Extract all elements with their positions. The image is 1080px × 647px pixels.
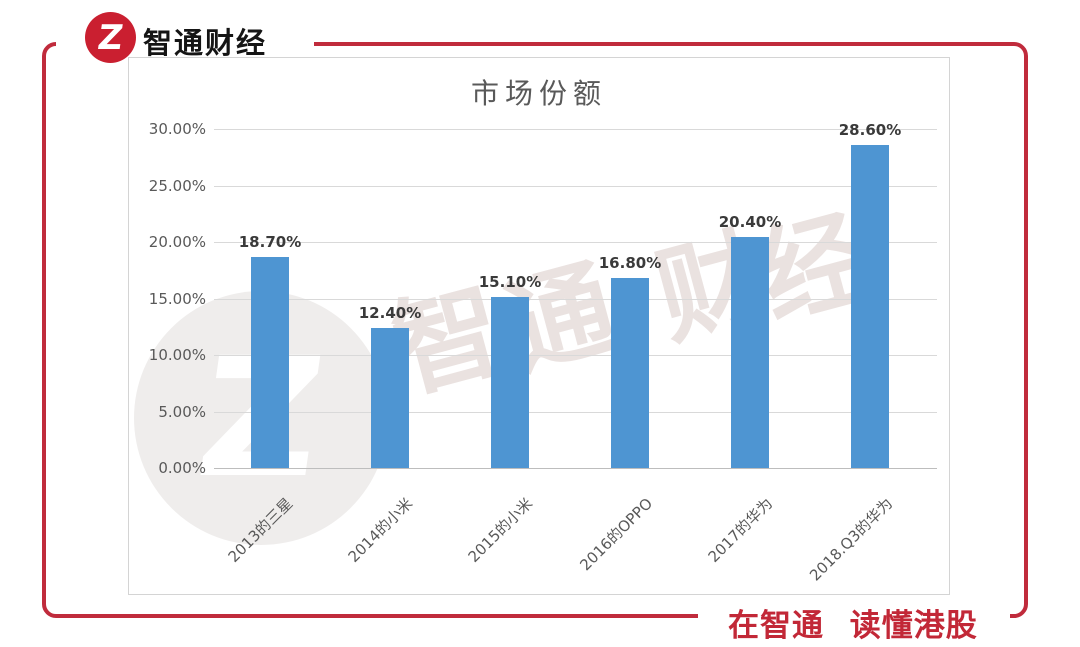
y-tick-label: 5.00% [158,402,206,421]
brand-name: 智通财经 [143,26,268,60]
grid-line [214,242,937,243]
chart-title: 市场份额 [470,77,607,110]
bar [611,278,649,468]
bar-value-label: 16.80% [598,254,662,273]
frame-gap-bottom [698,612,1010,626]
y-tick-label: 30.00% [148,120,206,138]
y-tick-label: 10.00% [148,346,206,364]
bar [251,256,289,468]
x-category-label: 2014的小米 [344,494,417,566]
bar [491,297,529,468]
x-category-label: 2017的华为 [704,494,777,566]
grid-line [214,468,937,469]
bar [371,327,409,468]
brand-logo-icon: Z [85,12,136,63]
x-category-label: 2018.Q3的华为 [806,494,897,585]
brand-frame [42,42,1028,618]
bar-value-label: 28.60% [838,120,902,139]
grid-line [214,411,937,413]
x-category-label: 2016的OPPO [576,494,657,575]
grid-line [214,129,937,130]
grid-line [214,355,937,356]
chart-area: Z 智通财经 市场份额 0.00%5.00%10.00%15.00%20.00%… [128,57,950,595]
bar-value-label: 18.70% [238,232,302,251]
bar-value-label: 20.40% [718,213,782,232]
grid-line [214,185,937,187]
footer-slogan: 在智通 读懂港股 [728,608,978,644]
logo-letter: Z [95,17,126,58]
bar-value-label: 15.10% [478,273,542,292]
y-tick-label: 20.00% [148,233,206,251]
bar [851,144,889,468]
grid-line [214,298,937,300]
x-category-label: 2013的三星 [224,494,297,566]
bar [731,237,769,468]
y-tick-label: 0.00% [158,459,206,477]
y-tick-label: 25.00% [148,176,206,195]
y-tick-label: 15.00% [148,289,206,308]
bar-value-label: 12.40% [358,303,422,322]
x-category-label: 2015的小米 [464,494,537,566]
